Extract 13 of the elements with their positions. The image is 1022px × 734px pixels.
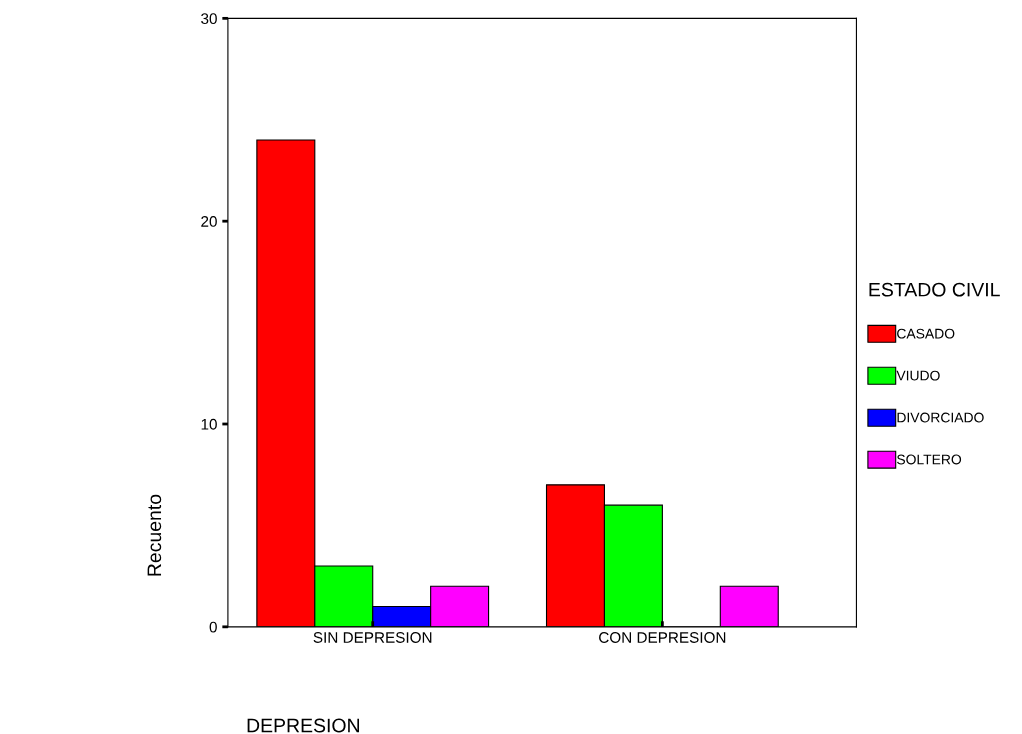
y-tick-label: 20 (201, 216, 217, 227)
legend-title: ESTADO CIVIL (869, 282, 1000, 297)
legend-label: DIVORCIADO (897, 412, 984, 423)
y-axis-title: Recuento (147, 494, 162, 576)
y-tick-label: 30 (201, 13, 217, 25)
y-tick-label: 10 (201, 418, 217, 430)
x-tick-label: SIN DEPRESION (313, 632, 432, 643)
legend-label: SOLTERO (897, 454, 962, 465)
x-tick-label: CON DEPRESION (599, 632, 726, 643)
y-tick-label: 0 (209, 621, 217, 633)
x-axis-title: DEPRESION (247, 718, 360, 733)
legend-label: VIUDO (896, 370, 940, 381)
legend-label: CASADO (897, 328, 955, 339)
